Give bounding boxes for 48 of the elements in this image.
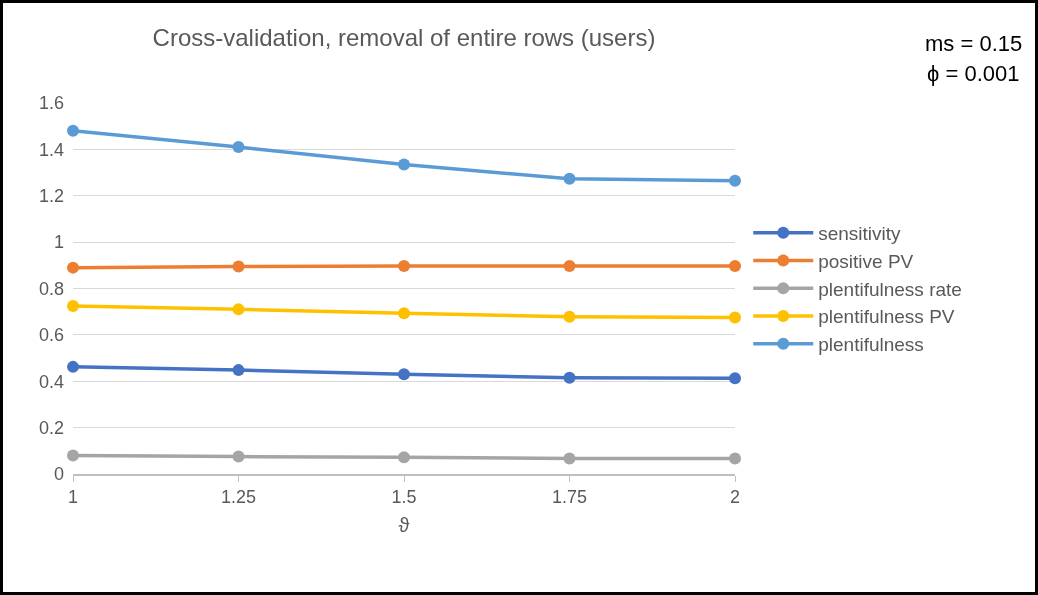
x-tick-label: 1.5	[391, 487, 417, 508]
x-tick-label: 2	[729, 487, 741, 508]
y-tick-label: 1.6	[38, 93, 64, 114]
legend-label: plentifulness	[818, 334, 924, 356]
legend-label: plentifulness PV	[818, 306, 955, 328]
legend-label: sensitivity	[818, 223, 902, 245]
point	[232, 260, 245, 273]
y-tick-label: 0.2	[38, 417, 64, 438]
y-tick-label: 1.2	[38, 186, 64, 207]
y-tick-label: 0	[53, 464, 64, 485]
chart-title: Cross-validation, removal of entire rows (users)	[152, 24, 656, 52]
y-tick-label: 0.4	[38, 371, 64, 392]
point	[729, 311, 741, 324]
point	[398, 368, 410, 381]
y-tick-label: 1.4	[38, 139, 64, 160]
x-tick-label: 1	[67, 487, 79, 508]
x-tick-label: 1.75	[551, 487, 588, 508]
point	[729, 372, 741, 385]
point	[398, 260, 410, 272]
text: ϕ = 0.001	[927, 61, 1020, 86]
point	[563, 260, 576, 272]
x-axis-title: ϑ	[398, 514, 410, 537]
legend-label: plentifulness rate	[818, 278, 962, 300]
point	[563, 172, 576, 185]
point	[563, 371, 576, 384]
point	[232, 450, 245, 463]
y-tick-label: 1	[53, 232, 64, 253]
point	[67, 360, 79, 373]
y-tick-label: 0.6	[38, 325, 64, 346]
y-tick-label: 0.8	[38, 278, 64, 299]
text: ms = 0.15	[925, 31, 1023, 56]
point	[729, 452, 741, 465]
point	[67, 449, 79, 462]
point	[398, 158, 410, 171]
point	[729, 260, 741, 272]
point	[729, 174, 741, 187]
point	[232, 364, 245, 377]
point	[563, 310, 576, 323]
point	[232, 303, 245, 316]
point	[67, 299, 79, 312]
point	[67, 261, 79, 274]
point	[398, 451, 410, 464]
legend-label: positive PV	[818, 250, 914, 272]
x-tick-label: 1.25	[220, 487, 257, 508]
point	[232, 141, 245, 154]
point	[398, 307, 410, 320]
point	[67, 124, 79, 137]
point	[563, 452, 576, 465]
